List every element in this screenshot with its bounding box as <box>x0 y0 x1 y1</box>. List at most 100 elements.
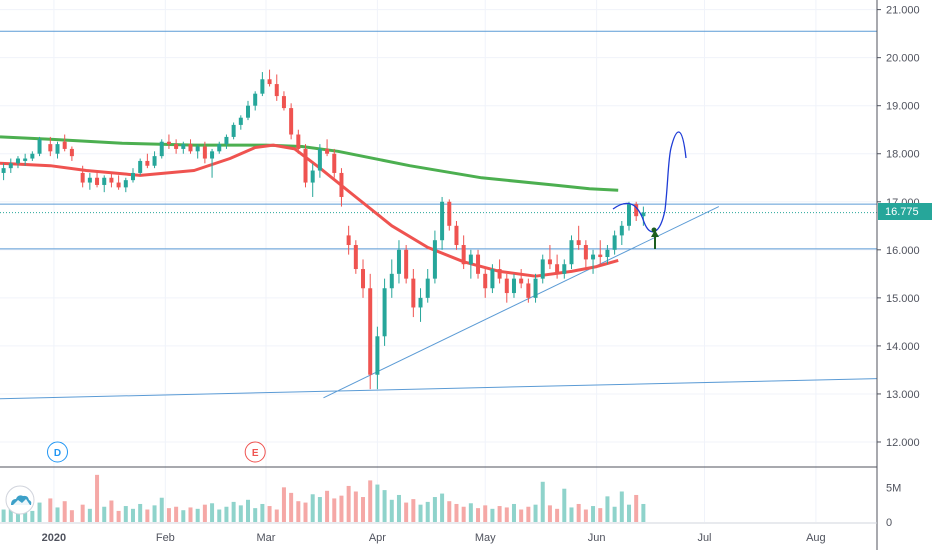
volume-bar <box>30 510 35 522</box>
candles <box>1 69 646 390</box>
candle-body <box>48 144 53 152</box>
candle-body <box>641 212 646 217</box>
volume-bar <box>569 507 574 522</box>
volume-bar <box>37 502 42 522</box>
volume-bar <box>346 485 351 522</box>
candle-body <box>361 269 366 289</box>
candle-body <box>267 79 272 85</box>
x-tick-label: Apr <box>369 532 386 544</box>
volume-bar <box>224 506 229 522</box>
candle-body <box>569 240 574 265</box>
candle-body <box>396 249 401 274</box>
volume-bar <box>181 510 186 522</box>
candle-body <box>1 168 6 173</box>
volume-bar <box>404 502 409 522</box>
event-marker-label: D <box>54 448 61 459</box>
volume-bar <box>138 503 143 522</box>
candle-body <box>217 144 222 152</box>
trendline <box>323 206 720 399</box>
y-tick-label: 20.000 <box>886 53 920 65</box>
candle-body <box>55 144 60 154</box>
volume-bar <box>23 505 28 522</box>
volume-bar <box>253 508 258 522</box>
x-tick-label: Jun <box>588 532 606 544</box>
volume-bar <box>361 497 366 522</box>
volume-bar <box>526 506 531 522</box>
candle-body <box>626 204 631 226</box>
x-tick-label: Jul <box>697 532 711 544</box>
candle-body <box>497 269 502 279</box>
candle-body <box>102 177 107 185</box>
candle-body <box>375 336 380 375</box>
candle-body <box>95 177 100 185</box>
candle-body <box>454 225 459 246</box>
volume-bar <box>174 506 179 522</box>
moving-average-line <box>0 135 619 192</box>
volume-bar <box>296 501 301 522</box>
time-axis[interactable]: 2020 Feb Mar Apr May Jun Jul Aug <box>0 522 877 544</box>
volume-bar <box>576 503 581 522</box>
tradingview-logo[interactable] <box>5 485 35 515</box>
candle-body <box>605 249 610 258</box>
price-axis: 21.00020.00019.00018.00017.00016.00015.0… <box>876 0 920 550</box>
candle-body <box>404 249 409 279</box>
volume-bar <box>123 506 128 522</box>
volume-bar <box>109 500 114 522</box>
volume-bar <box>159 497 164 522</box>
candle-body <box>260 79 265 94</box>
volume-bar <box>48 498 53 522</box>
candle-body <box>145 160 150 166</box>
trendline <box>0 378 878 400</box>
volume-bar <box>641 503 646 522</box>
last-price-badge: 16.775 <box>878 203 932 220</box>
volume-bar <box>562 488 567 522</box>
volume-bar <box>476 508 481 522</box>
volume-bar <box>195 508 200 522</box>
candle-body <box>123 180 128 188</box>
volume-bar <box>188 507 193 522</box>
volume-bar <box>389 499 394 522</box>
volume-bar <box>619 491 624 522</box>
prediction-drawing <box>612 131 687 249</box>
volume-bar <box>353 491 358 522</box>
volume-bar <box>497 506 502 522</box>
volume-bar <box>447 501 452 522</box>
candle-body <box>202 146 207 159</box>
candle-body <box>296 134 301 149</box>
y-tick-label: 19.000 <box>886 101 920 113</box>
moving-averages <box>0 135 619 278</box>
volume-bar <box>55 507 60 522</box>
volume-bar <box>325 490 330 522</box>
y-tick-label: 21.000 <box>886 5 920 17</box>
candle-body <box>303 148 308 183</box>
candle-body <box>519 278 524 284</box>
event-marker-circle <box>47 441 69 463</box>
event-marker-label: E <box>252 448 259 459</box>
candle-body <box>576 240 581 246</box>
volume-bar <box>152 505 157 522</box>
volume-bar <box>396 494 401 522</box>
candle-body <box>87 177 92 183</box>
candle-body <box>476 254 481 274</box>
volume-tick-label: 5M <box>886 482 901 494</box>
candle-body <box>468 254 473 265</box>
candle-body <box>246 105 251 118</box>
volume-bar <box>375 484 380 522</box>
volume-bar <box>490 508 495 522</box>
volume-bar <box>260 503 265 522</box>
moving-average-line <box>0 143 619 278</box>
volume-bar <box>317 497 322 522</box>
candle-body <box>159 141 164 157</box>
volume-bar <box>231 501 236 522</box>
volume-bar <box>547 505 552 522</box>
y-tick-label: 12.000 <box>886 437 920 449</box>
volume-bars <box>1 474 646 522</box>
candle-body <box>533 278 538 298</box>
volume-bar <box>130 508 135 522</box>
volume-bar <box>555 508 560 522</box>
candle-body <box>80 172 85 183</box>
volume-bar <box>145 509 150 522</box>
candle-body <box>504 278 509 294</box>
